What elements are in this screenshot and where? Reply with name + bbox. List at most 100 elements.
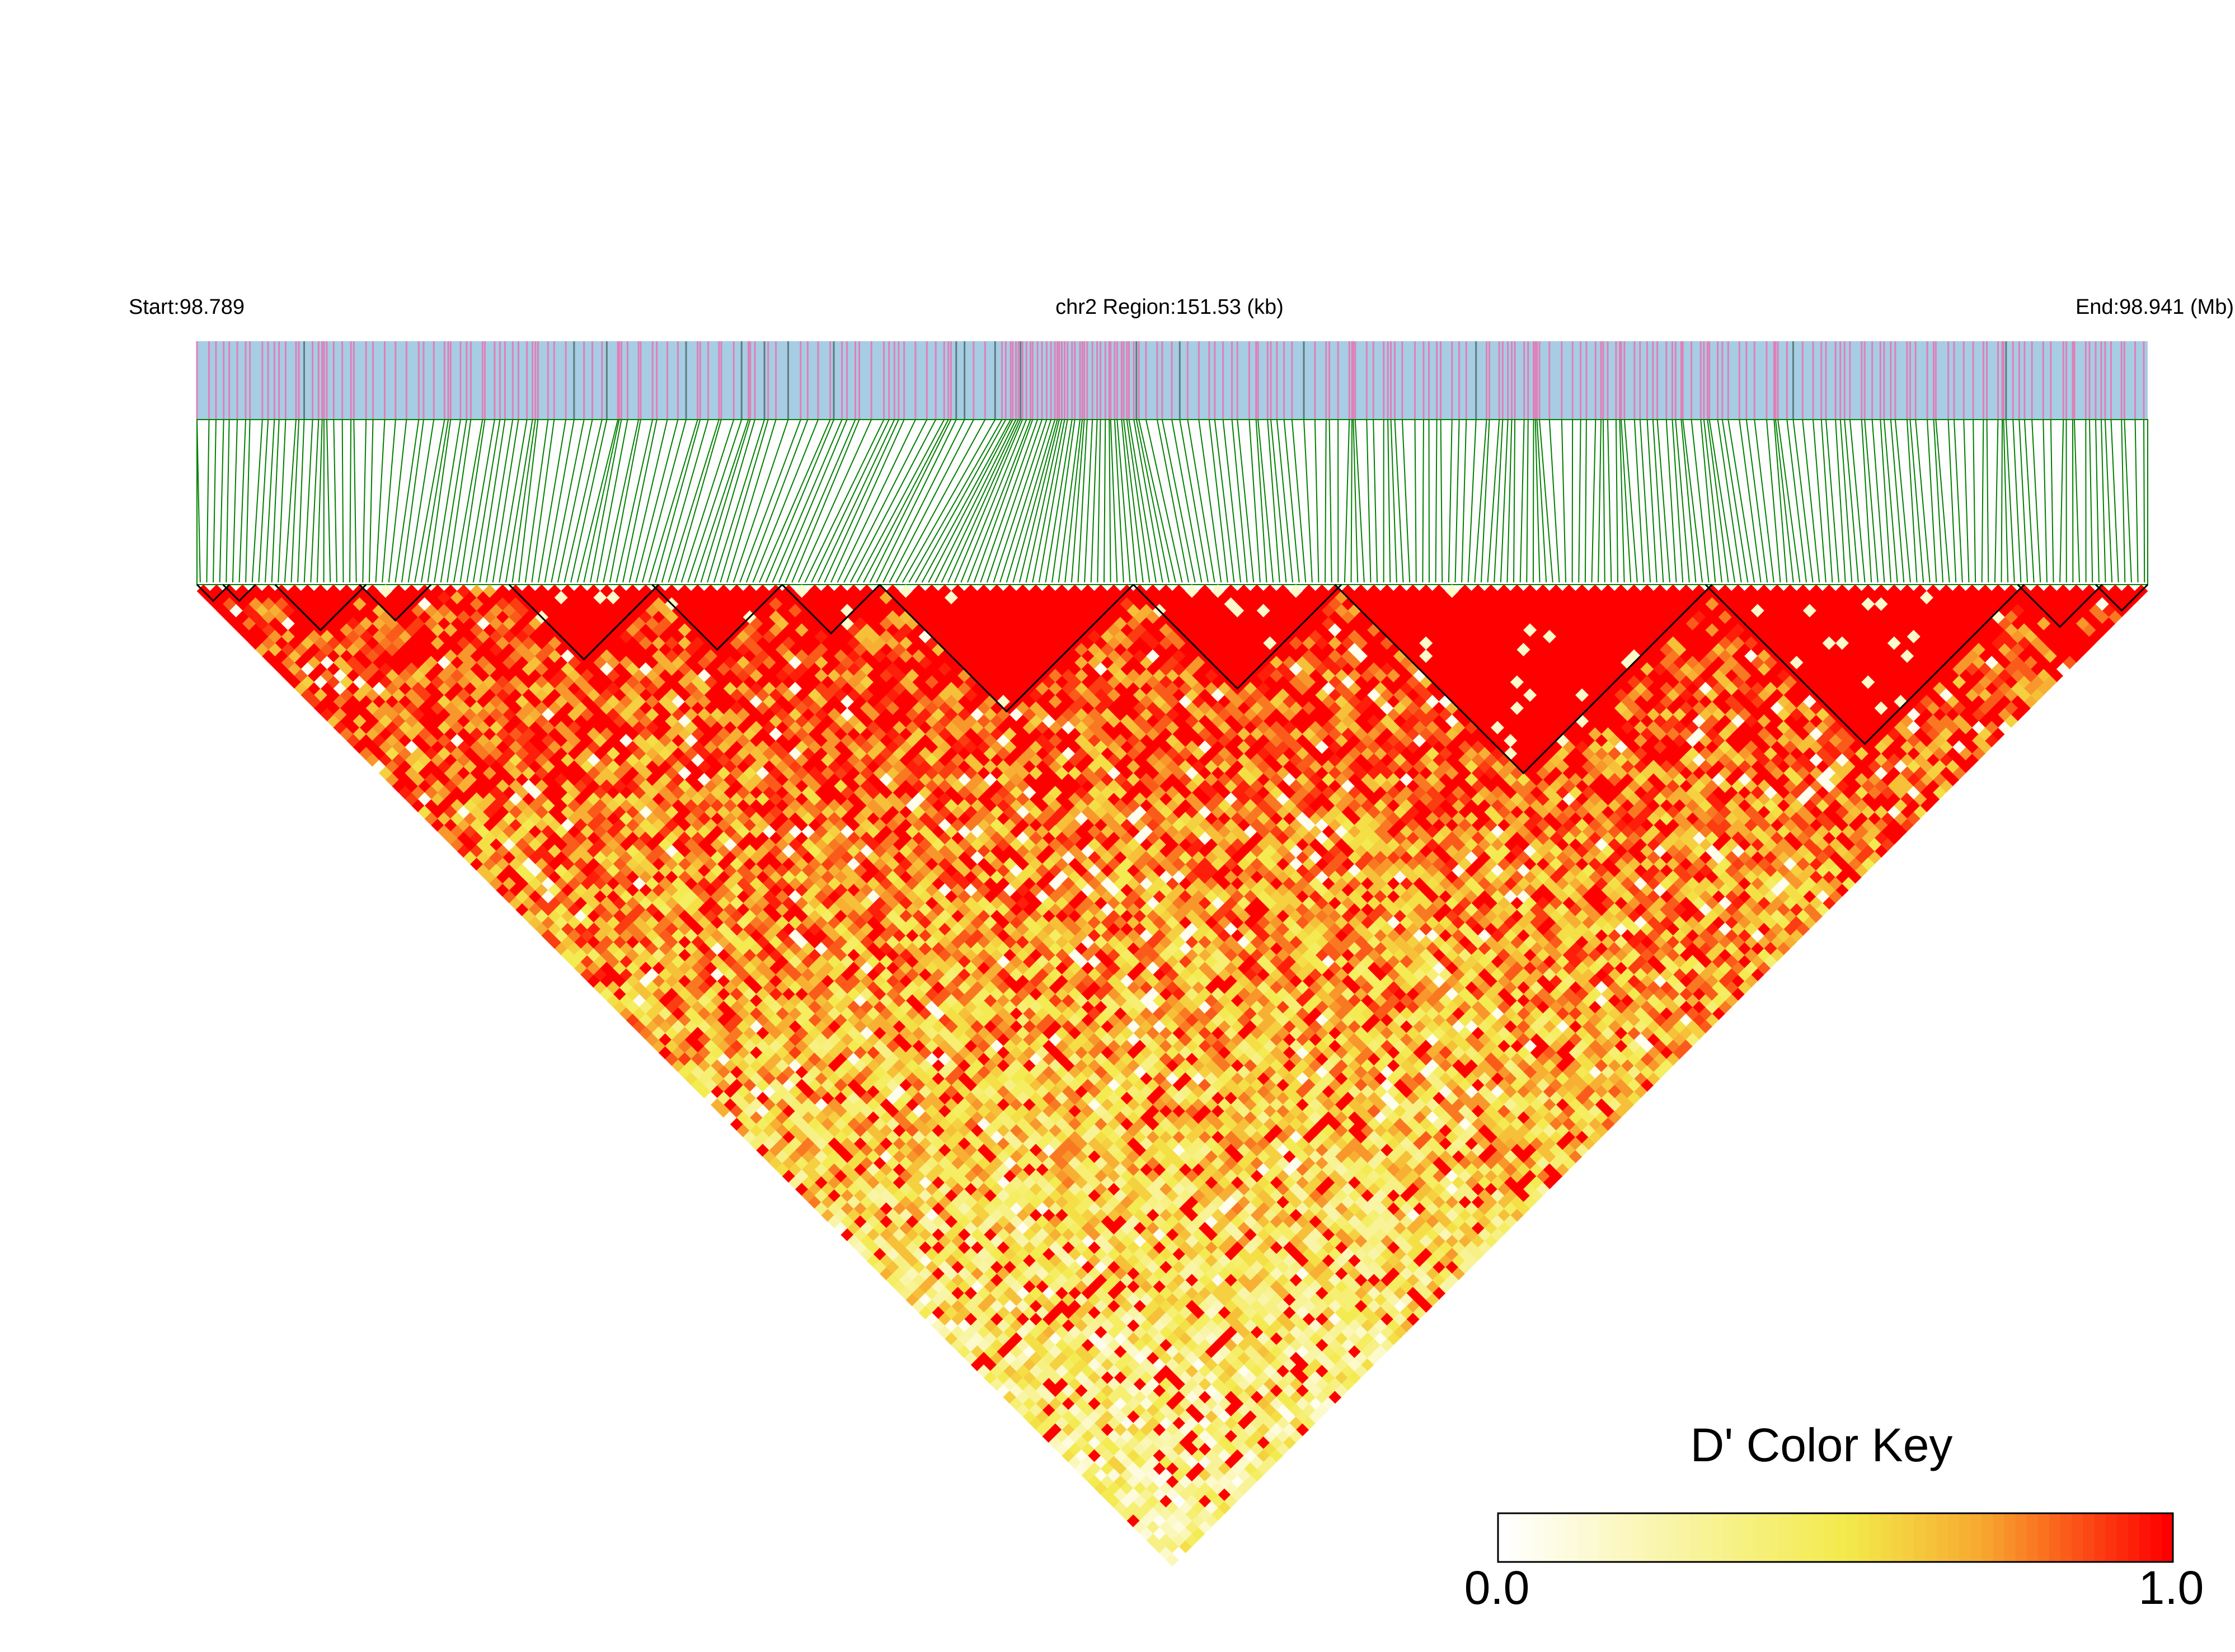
variant-mark (733, 341, 735, 420)
snp-connector (733, 419, 789, 583)
variant-mark (1352, 341, 1354, 420)
variant-mark (1012, 341, 1014, 420)
snp-connector (1727, 419, 1755, 583)
variant-mark (666, 341, 669, 420)
snp-connector (1675, 419, 1690, 583)
snp-connector (341, 419, 344, 583)
variant-mark (1337, 341, 1339, 420)
snp-connector (1602, 419, 1605, 583)
variant-mark (1753, 341, 1755, 420)
variant-mark (943, 341, 945, 420)
variant-mark (1489, 341, 1491, 420)
snp-connector (1773, 419, 1788, 583)
variant-mark (1538, 341, 1541, 420)
snp-connector (1006, 419, 1056, 583)
color-key-segment (1801, 1513, 1814, 1562)
region-label: chr2 Region:151.53 (kb) (1055, 295, 1284, 319)
variant-mark (372, 341, 374, 420)
variant-mark (2084, 341, 2087, 420)
color-key-segment (1532, 1513, 1544, 1562)
variant-mark (1947, 341, 1950, 420)
snp-connector (830, 419, 905, 583)
snp-connector (1354, 419, 1365, 583)
variant-mark (1108, 341, 1110, 420)
snp-connector (752, 419, 819, 583)
snp-connector (1880, 419, 1892, 583)
snp-connector (967, 419, 1031, 583)
variant-mark (1100, 341, 1102, 420)
variant-mark (749, 341, 752, 420)
snp-connector (2018, 419, 2029, 583)
variant-mark (1953, 341, 1955, 420)
snp-connector (1532, 419, 1534, 583)
color-key-segment (1723, 1513, 1735, 1562)
snp-connector (1839, 419, 1853, 583)
variant-mark (888, 341, 890, 420)
snp-connector (1890, 419, 1905, 583)
variant-mark (605, 341, 608, 420)
variant-mark (1792, 341, 1794, 420)
variant-mark (994, 341, 996, 420)
snp-connector (707, 419, 755, 583)
variant-mark (882, 341, 885, 420)
snp-connector (219, 419, 224, 583)
snp-connector (895, 419, 986, 583)
variant-mark (494, 341, 496, 420)
snp-connector (238, 419, 246, 583)
snp-connector (1314, 419, 1320, 583)
snp-connector (1792, 419, 1814, 583)
variant-mark (1071, 341, 1073, 420)
variant-mark (298, 341, 300, 420)
snp-connector (1366, 419, 1372, 583)
snp-connector (2124, 419, 2132, 583)
haplotype-block (359, 583, 432, 622)
color-key-segment (1655, 1513, 1668, 1562)
variant-mark (350, 341, 352, 420)
variant-mark (2095, 341, 2097, 420)
variant-mark (1348, 341, 1350, 420)
variant-mark (1906, 341, 1908, 420)
variant-mark (1620, 341, 1622, 420)
snp-connector (1038, 419, 1068, 583)
snp-connector (1097, 419, 1101, 583)
color-key-segment (2072, 1513, 2083, 1562)
snp-connector (206, 419, 210, 583)
variant-mark (1536, 341, 1538, 420)
color-key-segment (2161, 1513, 2173, 1562)
variant-mark (537, 341, 539, 420)
variant-mark (1060, 341, 1063, 420)
snp-connector (1051, 419, 1076, 583)
variant-mark (754, 341, 756, 420)
snp-connector (1077, 419, 1088, 583)
snp-connector (1906, 419, 1918, 583)
variant-mark (1997, 341, 1999, 420)
snp-connector (1270, 419, 1287, 583)
haplotype-block (196, 583, 231, 603)
variant-mark (1777, 341, 1779, 420)
variant-mark (2050, 341, 2052, 420)
variant-mark (1328, 341, 1331, 420)
variant-mark (317, 341, 320, 420)
snp-connector (1539, 419, 1553, 583)
variant-mark (1703, 341, 1705, 420)
variant-mark (1401, 341, 1403, 420)
snp-connector (1401, 419, 1411, 583)
snp-connector (2100, 419, 2106, 583)
variant-mark (443, 341, 445, 420)
variant-mark (1607, 341, 1609, 420)
variant-mark (1909, 341, 1911, 420)
snp-connector (1708, 419, 1736, 583)
snp-connector (628, 419, 668, 583)
variant-mark (903, 341, 905, 420)
variant-mark (1623, 341, 1626, 420)
snp-connector (407, 419, 435, 583)
variant-mark (1475, 341, 1477, 420)
variant-mark (926, 341, 928, 420)
snp-connector (1691, 419, 1710, 583)
snp-connector (1325, 419, 1327, 583)
snp-connector (511, 419, 536, 583)
variant-mark (1602, 341, 1604, 420)
variant-mark (935, 341, 937, 420)
haplotype-block (2095, 583, 2149, 612)
snp-connector (1480, 419, 1490, 583)
